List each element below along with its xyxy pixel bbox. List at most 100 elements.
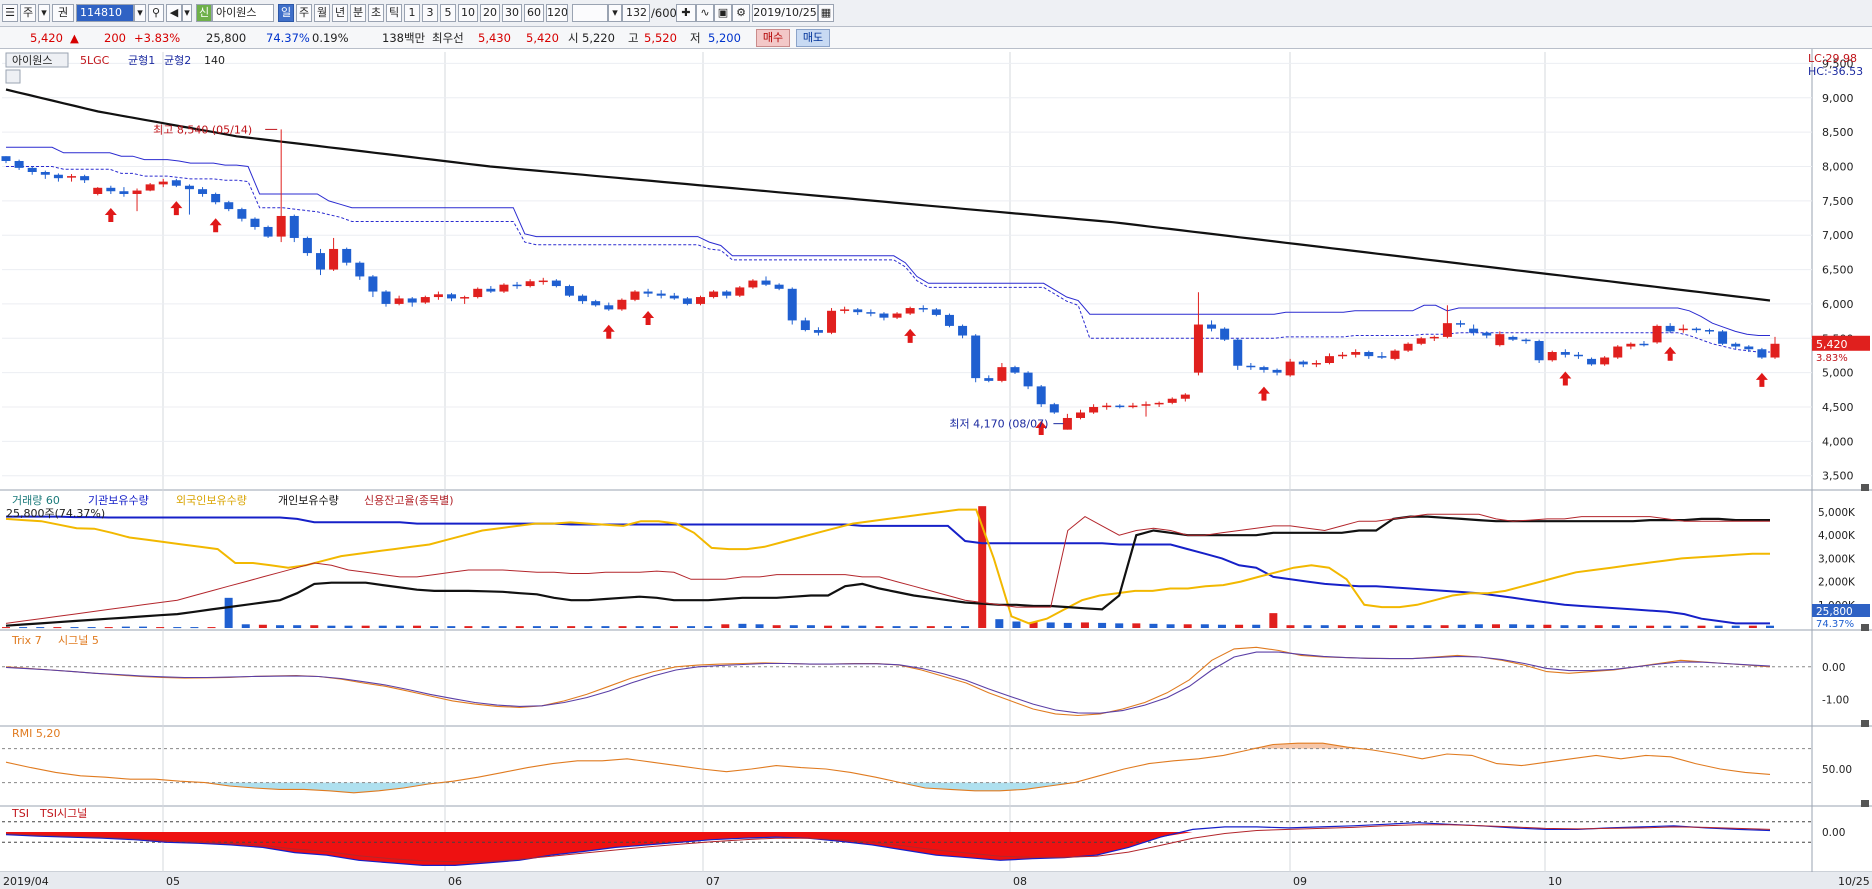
period-button-8[interactable]: 3 bbox=[422, 4, 438, 22]
stock-code-input[interactable]: 114810 bbox=[76, 4, 134, 22]
credit-badge-icon: 신 bbox=[196, 4, 212, 22]
tab-stock[interactable]: 주 bbox=[20, 4, 36, 22]
tsi-y-tick: 0.00 bbox=[1822, 827, 1845, 839]
settings-icon[interactable]: ⚙ bbox=[732, 4, 750, 22]
candle-body bbox=[1246, 365, 1256, 368]
sell-button[interactable]: 매도 bbox=[796, 29, 830, 47]
period-button-1[interactable]: 주 bbox=[296, 4, 312, 22]
volume-bar bbox=[584, 626, 593, 628]
price-y-tick: 4,500 bbox=[1822, 401, 1854, 414]
period-button-0[interactable]: 일 bbox=[278, 4, 294, 22]
volume-bar bbox=[1748, 625, 1757, 628]
candle-body bbox=[250, 218, 260, 227]
tsi-negative-fill bbox=[6, 832, 1770, 866]
count-input[interactable]: 132 bbox=[622, 4, 650, 22]
period-button-6[interactable]: 틱 bbox=[386, 4, 402, 22]
buy-button[interactable]: 매수 bbox=[756, 29, 790, 47]
volume-bar bbox=[104, 627, 113, 629]
candle-body bbox=[1744, 346, 1754, 350]
calendar-icon[interactable]: ▦ bbox=[818, 4, 834, 22]
rmi-legend-item: RMI 5,20 bbox=[12, 727, 60, 740]
candle-body bbox=[499, 284, 509, 292]
tsi-signal-line bbox=[5, 824, 1771, 863]
period-button-7[interactable]: 1 bbox=[404, 4, 420, 22]
volume-bar bbox=[943, 626, 952, 628]
volume-legend-item: 기관보유수량 bbox=[88, 494, 149, 507]
spacer-dropdown-icon[interactable]: ▾ bbox=[608, 4, 622, 22]
volume-bar bbox=[1286, 625, 1295, 628]
volume-y-tick: 3,000K bbox=[1818, 553, 1856, 565]
price-y-tick: 9,000 bbox=[1822, 92, 1854, 105]
candle-body bbox=[1573, 354, 1583, 357]
candle-body bbox=[1062, 417, 1072, 430]
candle-body bbox=[1587, 358, 1597, 365]
volume-bar bbox=[190, 627, 199, 629]
candle-body bbox=[761, 280, 771, 285]
period-button-14[interactable]: 120 bbox=[546, 4, 568, 22]
period-button-5[interactable]: 초 bbox=[368, 4, 384, 22]
volume-bar bbox=[156, 627, 165, 629]
volume-bar bbox=[892, 626, 901, 628]
candle-body bbox=[1351, 352, 1361, 355]
volume-bar bbox=[704, 626, 713, 628]
price-change: 200 bbox=[104, 31, 126, 45]
volume-bar bbox=[241, 624, 250, 628]
volume-bar bbox=[1132, 623, 1141, 628]
candle-body bbox=[1076, 412, 1086, 418]
trix-trix-line bbox=[5, 646, 1771, 717]
menu-icon[interactable]: ☰ bbox=[2, 4, 18, 22]
spacer-field[interactable] bbox=[572, 4, 608, 22]
period-button-9[interactable]: 5 bbox=[440, 4, 456, 22]
code-dropdown-icon[interactable]: ▾ bbox=[134, 4, 146, 22]
period-button-13[interactable]: 60 bbox=[524, 4, 544, 22]
volume-bar bbox=[2, 627, 10, 629]
candle-body bbox=[1, 156, 11, 162]
candle-body bbox=[368, 276, 378, 292]
tab-dropdown-icon[interactable]: ▾ bbox=[38, 4, 50, 22]
tab-rights[interactable]: 권 bbox=[52, 4, 74, 22]
candle-body bbox=[1757, 349, 1767, 358]
rmi-line bbox=[5, 742, 1771, 794]
period-button-12[interactable]: 30 bbox=[502, 4, 522, 22]
volume-bar bbox=[293, 625, 302, 628]
speaker-icon[interactable]: ◀ bbox=[166, 4, 182, 22]
period-button-2[interactable]: 월 bbox=[314, 4, 330, 22]
search-icon[interactable]: ⚲ bbox=[148, 4, 164, 22]
individual-holding-line bbox=[5, 515, 1770, 627]
period-button-11[interactable]: 20 bbox=[480, 4, 500, 22]
volume-bar bbox=[669, 626, 678, 628]
line-draw-icon[interactable]: ∿ bbox=[696, 4, 714, 22]
volume-bar bbox=[1491, 624, 1500, 628]
volume-y-tick: 5,000K bbox=[1818, 507, 1856, 519]
best-quote-label: 최우선 bbox=[432, 31, 464, 45]
stock-name-field[interactable]: 아이원스 bbox=[212, 4, 274, 22]
period-button-4[interactable]: 분 bbox=[350, 4, 366, 22]
candle-body bbox=[1691, 328, 1701, 331]
candle-body bbox=[1311, 363, 1321, 365]
tsi-legend-item: TSI시그널 bbox=[39, 807, 87, 820]
speaker-dropdown-icon[interactable]: ▾ bbox=[182, 4, 192, 22]
crosshair-icon[interactable]: ✚ bbox=[676, 4, 696, 22]
volume-bar bbox=[789, 625, 798, 628]
chart-canvas[interactable]: 2019/04 05 06 07 08 09 10 10/25 3,500 4,000 4,500 5… bbox=[0, 49, 1872, 889]
candle-body bbox=[1678, 328, 1688, 331]
volume-bar bbox=[738, 623, 747, 628]
volume-bar bbox=[1235, 624, 1244, 628]
volume-bar bbox=[1012, 621, 1021, 628]
buy-signal-arrow bbox=[602, 324, 615, 339]
band-upper-line bbox=[6, 146, 1770, 336]
period-button-10[interactable]: 10 bbox=[458, 4, 478, 22]
volume-bar bbox=[652, 626, 661, 628]
volume-bar bbox=[961, 626, 970, 628]
volume-bar bbox=[327, 625, 336, 628]
period-button-3[interactable]: 년 bbox=[332, 4, 348, 22]
candle-body bbox=[591, 301, 601, 306]
candle-body bbox=[1403, 343, 1413, 351]
volume-bar bbox=[978, 506, 987, 628]
volume-bar bbox=[1115, 623, 1124, 628]
volume-bar bbox=[1029, 621, 1038, 628]
volume-bar bbox=[1457, 624, 1466, 628]
date-input[interactable]: 2019/10/25 bbox=[752, 4, 818, 22]
volume-bar bbox=[464, 626, 473, 628]
save-icon[interactable]: ▣ bbox=[714, 4, 732, 22]
